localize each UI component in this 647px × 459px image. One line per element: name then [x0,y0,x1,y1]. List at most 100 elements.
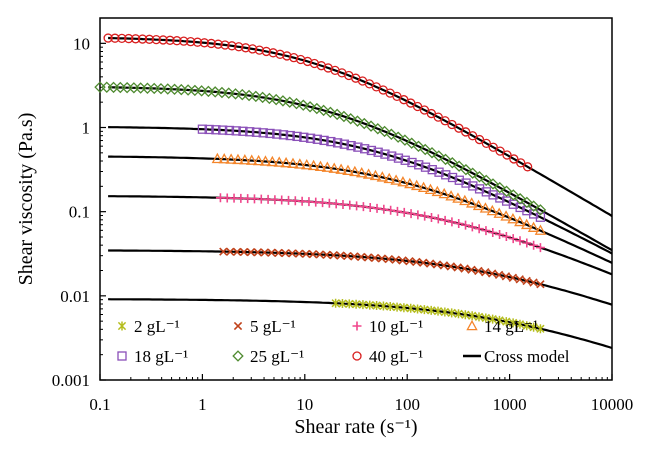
data-point [137,34,148,44]
data-point [227,41,237,51]
data-point [304,101,316,113]
data-point [151,34,161,45]
data-point [386,205,396,215]
data-point [372,203,382,213]
data-point [461,127,471,137]
data-point [232,153,244,165]
data-point [508,273,518,282]
data-point [494,181,506,194]
data-point [529,209,539,219]
x-tick-label: 10 [296,395,313,414]
data-point [301,249,311,259]
data-point [296,54,306,65]
data-point [481,226,491,236]
y-tick-label: 0.01 [60,287,90,306]
data-point [202,85,215,98]
data-point [426,147,438,159]
data-point [329,251,338,260]
data-point [447,308,456,318]
data-point [358,300,368,310]
data-point [281,248,290,258]
cross-model-curve [108,36,613,217]
data-point [507,213,519,224]
data-point [285,130,295,141]
data-point [344,113,357,125]
data-point [308,250,318,259]
legend-marker [352,351,362,361]
legend-marker [117,321,127,331]
data-point [522,321,531,331]
data-point [440,307,449,317]
data-point [218,125,228,135]
data-point [299,132,309,142]
data-point [234,42,244,52]
data-point [362,168,375,179]
data-point [336,251,345,260]
data-point [130,34,141,44]
series-18-gl [197,124,546,222]
data-point [495,315,504,325]
data-point [488,228,498,238]
data-point [356,167,368,178]
data-point [495,229,505,239]
data-point [311,102,323,115]
data-point [460,163,472,176]
data-point [438,187,450,199]
data-point [366,145,377,156]
data-point [232,247,242,257]
data-point [379,204,389,214]
legend-label: 2 gL⁻¹ [134,317,180,336]
data-point [266,155,279,167]
data-point [265,128,275,139]
data-point [522,276,531,286]
data-point [535,243,545,253]
data-point [229,88,242,100]
data-point [386,302,395,312]
legend-label: 40 gL⁻¹ [369,347,423,366]
data-point [507,189,520,201]
data-point [358,202,368,212]
data-point [317,104,330,117]
data-point [380,149,390,159]
data-point [474,312,484,322]
data-point [172,36,182,46]
data-point [294,249,304,258]
data-point [369,169,382,181]
data-point [315,250,324,259]
data-point [467,131,478,141]
data-point [454,175,464,185]
legend-marker [232,350,244,362]
data-point [459,194,471,206]
data-point [446,157,459,169]
data-point [446,262,455,271]
data-point [432,260,442,269]
data-point [252,154,265,166]
data-point [534,204,547,216]
data-point [453,160,465,172]
data-point [447,217,457,227]
data-point [522,238,532,248]
data-point [425,259,435,268]
data-point [353,142,363,152]
data-point [445,190,457,201]
data-point [365,202,375,212]
data-point [411,179,423,191]
data-point [267,248,276,257]
legend-marker [233,321,243,331]
data-point [331,298,340,308]
data-point [220,40,230,50]
data-point [399,207,409,217]
data-point [495,193,505,203]
series-5-gl [219,247,545,289]
data-point [420,211,430,221]
data-point [479,202,492,213]
legend-label: 5 gL⁻¹ [250,317,296,336]
y-tick-label: 0.001 [52,371,90,390]
data-point [439,153,452,166]
data-point [508,318,518,328]
data-point [529,240,539,250]
legend-marker [466,319,478,331]
data-point [277,95,289,107]
data-point [346,140,356,151]
